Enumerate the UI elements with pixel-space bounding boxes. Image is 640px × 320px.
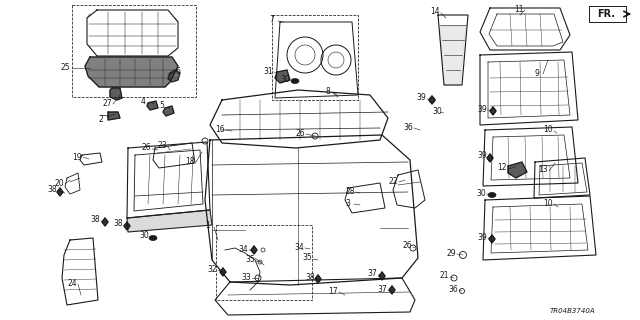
Text: 4: 4 — [141, 97, 145, 106]
Polygon shape — [251, 246, 257, 254]
Polygon shape — [163, 106, 174, 116]
Text: 39: 39 — [416, 93, 426, 102]
Text: 19: 19 — [72, 153, 82, 162]
Text: 38: 38 — [47, 186, 57, 195]
Polygon shape — [102, 218, 108, 226]
Text: FR.: FR. — [597, 9, 615, 19]
Text: 29: 29 — [446, 249, 456, 258]
Text: 22: 22 — [388, 177, 397, 186]
Text: 33: 33 — [241, 273, 251, 282]
Text: TR04B3740A: TR04B3740A — [549, 308, 595, 314]
Text: 36: 36 — [403, 123, 413, 132]
Ellipse shape — [149, 236, 157, 241]
Text: 17: 17 — [328, 286, 338, 295]
Text: 30: 30 — [280, 76, 290, 84]
Text: 34: 34 — [294, 243, 304, 252]
Text: 16: 16 — [215, 124, 225, 133]
Text: 34: 34 — [238, 244, 248, 253]
Text: 26: 26 — [141, 143, 151, 153]
Bar — [589, 6, 626, 22]
Polygon shape — [440, 26, 466, 85]
Polygon shape — [108, 112, 120, 120]
Polygon shape — [508, 162, 527, 178]
Text: 9: 9 — [534, 68, 540, 77]
Text: 10: 10 — [543, 198, 553, 207]
Polygon shape — [168, 70, 180, 82]
Text: 3: 3 — [346, 198, 351, 207]
Polygon shape — [487, 154, 493, 162]
Text: 1: 1 — [205, 221, 211, 230]
Text: 11: 11 — [515, 4, 524, 13]
Polygon shape — [275, 70, 290, 83]
Text: 30: 30 — [139, 231, 149, 241]
Polygon shape — [57, 188, 63, 196]
Text: 13: 13 — [538, 165, 548, 174]
Text: 2: 2 — [99, 115, 104, 124]
Polygon shape — [124, 222, 130, 230]
Polygon shape — [379, 272, 385, 280]
Text: 10: 10 — [543, 125, 553, 134]
Ellipse shape — [291, 78, 299, 84]
Text: 14: 14 — [430, 7, 440, 17]
Text: 23: 23 — [157, 140, 167, 149]
Text: 18: 18 — [185, 156, 195, 165]
Text: 28: 28 — [345, 187, 355, 196]
Text: 7: 7 — [269, 15, 275, 25]
Text: 31: 31 — [263, 67, 273, 76]
Polygon shape — [127, 210, 212, 232]
Text: 38: 38 — [305, 273, 315, 282]
Polygon shape — [220, 268, 226, 276]
Text: 36: 36 — [448, 284, 458, 293]
Text: 5: 5 — [159, 101, 164, 110]
Text: 30: 30 — [476, 188, 486, 197]
Text: 32: 32 — [207, 265, 217, 274]
Text: 25: 25 — [60, 63, 70, 73]
Bar — [272, 15, 358, 100]
Text: 8: 8 — [326, 87, 330, 97]
Polygon shape — [85, 57, 178, 87]
Text: 37: 37 — [377, 284, 387, 293]
Text: 35: 35 — [245, 255, 255, 265]
Bar — [216, 225, 312, 300]
Text: 37: 37 — [367, 269, 377, 278]
Text: 20: 20 — [54, 179, 64, 188]
Bar — [72, 5, 196, 97]
Polygon shape — [147, 101, 158, 110]
Polygon shape — [389, 286, 395, 294]
Text: 39: 39 — [477, 151, 487, 161]
Polygon shape — [110, 88, 122, 100]
Text: 12: 12 — [497, 164, 507, 172]
Polygon shape — [315, 275, 321, 283]
Text: 38: 38 — [113, 220, 123, 228]
Text: 26: 26 — [402, 242, 412, 251]
Ellipse shape — [488, 193, 496, 197]
Polygon shape — [489, 235, 495, 243]
Polygon shape — [490, 107, 496, 115]
Text: 30: 30 — [432, 107, 442, 116]
Text: 27: 27 — [102, 100, 112, 108]
Text: 39: 39 — [477, 105, 487, 114]
Text: 39: 39 — [477, 233, 487, 242]
Text: 26: 26 — [295, 129, 305, 138]
Text: 6: 6 — [175, 68, 180, 76]
Polygon shape — [429, 96, 435, 104]
Text: 35: 35 — [302, 253, 312, 262]
Text: 24: 24 — [67, 279, 77, 289]
Text: 21: 21 — [439, 271, 449, 281]
Text: 38: 38 — [90, 215, 100, 225]
